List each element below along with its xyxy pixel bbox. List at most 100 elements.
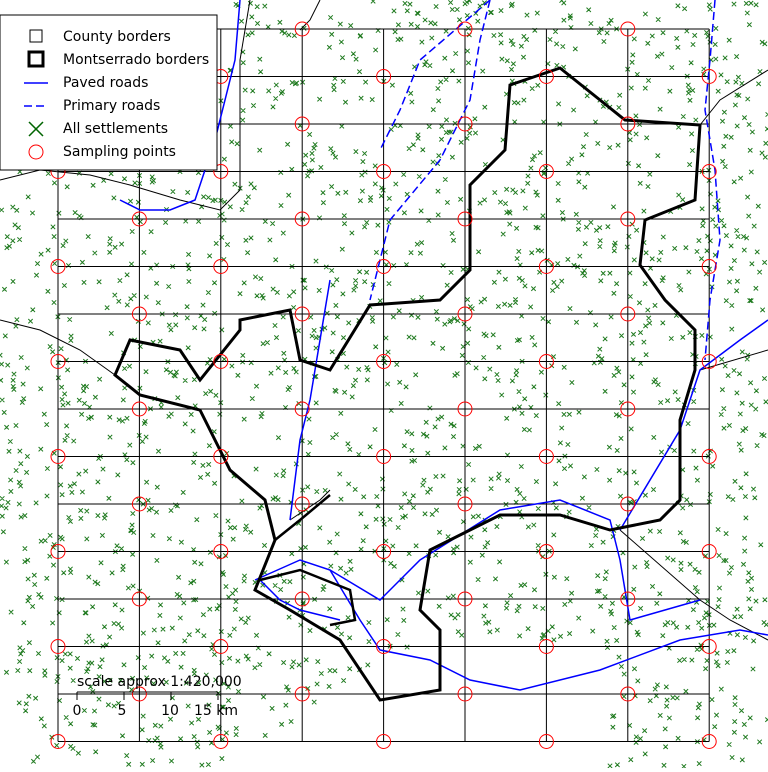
county-border	[699, 349, 768, 371]
sampling-point	[538, 734, 554, 749]
sampling-point	[457, 686, 473, 702]
sampling-point	[213, 354, 229, 369]
county-border	[299, 0, 321, 31]
primary-road	[369, 0, 491, 301]
sampling-points	[50, 21, 717, 749]
sampling-point	[294, 686, 310, 702]
sampling-point	[50, 639, 66, 654]
scale-tick: 10	[161, 703, 179, 719]
county-border	[0, 319, 116, 376]
sampling-point	[457, 116, 473, 132]
county-border	[619, 529, 768, 641]
paved-road	[259, 579, 341, 621]
sampling-point	[457, 401, 473, 417]
sampling-point	[701, 259, 717, 274]
sampling-point	[131, 496, 147, 512]
legend-label: Sampling points	[63, 144, 176, 160]
sampling-point	[213, 734, 229, 749]
sampling-point	[538, 639, 554, 654]
sampling-point	[213, 164, 229, 179]
legend-label: Primary roads	[63, 98, 160, 114]
sampling-point	[294, 306, 310, 322]
sampling-point	[620, 401, 636, 417]
sampling-point	[294, 401, 310, 417]
sampling-point	[701, 639, 717, 654]
sampling-point	[538, 259, 554, 274]
scale-tick: 5	[118, 703, 127, 719]
sampling-point	[701, 164, 717, 179]
county-border	[0, 0, 251, 211]
sampling-point	[620, 591, 636, 607]
scale-line	[76, 691, 219, 700]
legend-key	[28, 121, 44, 137]
county-borders	[0, 0, 768, 641]
sampling-point	[701, 69, 717, 84]
sampling-point	[294, 21, 310, 37]
paved-road	[329, 499, 701, 621]
sampling-point	[620, 116, 636, 132]
legend-key	[29, 29, 43, 43]
sampling-point	[376, 544, 392, 559]
sampling-point	[457, 306, 473, 322]
scale-tick: 0	[73, 703, 82, 719]
sampling-point	[294, 116, 310, 132]
scale-bar: scale approx 1:420,000 0 5 10 15 km	[73, 674, 242, 719]
sampling-point	[213, 639, 229, 654]
sampling-point	[538, 544, 554, 559]
sampling-point	[131, 401, 147, 417]
sampling-point	[620, 306, 636, 322]
sampling-point	[457, 496, 473, 512]
sampling-point	[50, 544, 66, 559]
sampling-point	[294, 591, 310, 607]
sampling-point	[213, 544, 229, 559]
scale-title: scale approx 1:420,000	[77, 674, 242, 690]
sampling-point	[131, 306, 147, 322]
county-border	[289, 489, 331, 521]
montserrado-border	[113, 66, 702, 702]
sampling-point	[538, 69, 554, 84]
sampling-point	[50, 259, 66, 274]
sampling-point	[701, 354, 717, 369]
sampling-point	[294, 211, 310, 227]
sampling-point	[538, 164, 554, 179]
sampling-point	[701, 544, 717, 559]
sampling-point	[376, 164, 392, 179]
sampling-point	[213, 449, 229, 464]
sampling-grid	[57, 28, 710, 742]
sampling-point	[376, 69, 392, 84]
roads	[119, 0, 768, 691]
sampling-point	[538, 449, 554, 464]
sampling-point	[457, 211, 473, 227]
sampling-point	[620, 496, 636, 512]
paved-road	[289, 279, 331, 521]
legend-label: All settlements	[63, 121, 168, 137]
sampling-point	[376, 734, 392, 749]
county-border	[699, 69, 768, 126]
paved-road	[254, 559, 768, 691]
sampling-point	[213, 259, 229, 274]
sampling-point	[701, 734, 717, 749]
legend: County borders Montserrado borders Paved…	[0, 14, 218, 171]
legend-box	[0, 14, 218, 171]
sampling-point	[376, 354, 392, 369]
sampling-point	[701, 449, 717, 464]
sampling-point	[538, 354, 554, 369]
sampling-point	[131, 686, 147, 702]
sampling-point	[376, 639, 392, 654]
sampling-point	[50, 449, 66, 464]
primary-road	[704, 0, 721, 361]
sampling-point	[294, 496, 310, 512]
paved-road	[619, 319, 768, 531]
sampling-point	[376, 449, 392, 464]
legend-label: Montserrado borders	[63, 52, 209, 68]
sampling-point	[457, 21, 473, 37]
sampling-point	[457, 591, 473, 607]
sampling-point	[50, 354, 66, 369]
primary-road	[379, 0, 491, 151]
scale-tick: 15 km	[194, 703, 238, 719]
legend-key	[27, 50, 45, 68]
sampling-point	[131, 211, 147, 227]
sampling-point	[50, 734, 66, 749]
paved-road	[119, 0, 241, 211]
